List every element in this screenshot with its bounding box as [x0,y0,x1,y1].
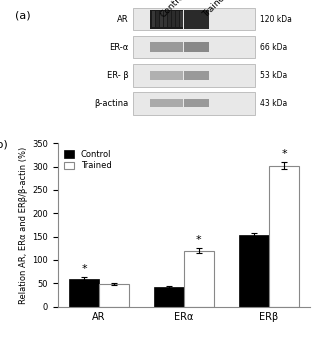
Text: AR: AR [117,14,128,24]
Text: (b): (b) [0,140,8,150]
Text: ER-α: ER-α [109,43,128,52]
FancyBboxPatch shape [184,99,209,107]
Text: Control: Control [158,0,188,20]
Text: ER- β: ER- β [107,71,128,80]
FancyBboxPatch shape [150,99,183,107]
FancyBboxPatch shape [133,36,255,58]
FancyBboxPatch shape [133,8,255,30]
FancyBboxPatch shape [152,11,155,27]
Text: 66 kDa: 66 kDa [260,43,287,52]
FancyBboxPatch shape [150,71,183,80]
FancyBboxPatch shape [176,11,179,27]
FancyBboxPatch shape [184,71,209,80]
Text: *: * [196,236,202,245]
FancyBboxPatch shape [164,11,167,27]
Bar [269,165,299,307]
Text: 53 kDa: 53 kDa [260,71,287,80]
Bar [99,284,129,307]
Text: *: * [81,265,87,274]
Bar [239,235,269,307]
Y-axis label: Relation AR, ERα and ERβ/β-actin (%): Relation AR, ERα and ERβ/β-actin (%) [19,146,28,304]
Legend: Control, Trained: Control, Trained [62,147,114,173]
FancyBboxPatch shape [133,64,255,87]
Text: 43 kDa: 43 kDa [260,99,287,108]
FancyBboxPatch shape [150,9,183,29]
FancyBboxPatch shape [150,42,183,52]
FancyBboxPatch shape [156,11,159,27]
FancyBboxPatch shape [184,9,209,29]
FancyBboxPatch shape [160,11,163,27]
Text: 120 kDa: 120 kDa [260,14,292,24]
FancyBboxPatch shape [168,11,171,27]
Text: Trained: Trained [201,0,231,20]
Bar [69,279,99,307]
FancyBboxPatch shape [184,42,209,52]
Text: (a): (a) [15,10,30,20]
Text: *: * [281,149,287,159]
FancyBboxPatch shape [133,92,255,115]
Text: β-actina: β-actina [94,99,128,108]
FancyBboxPatch shape [180,11,183,27]
FancyBboxPatch shape [172,11,175,27]
Bar [184,251,214,307]
Bar [154,287,184,307]
